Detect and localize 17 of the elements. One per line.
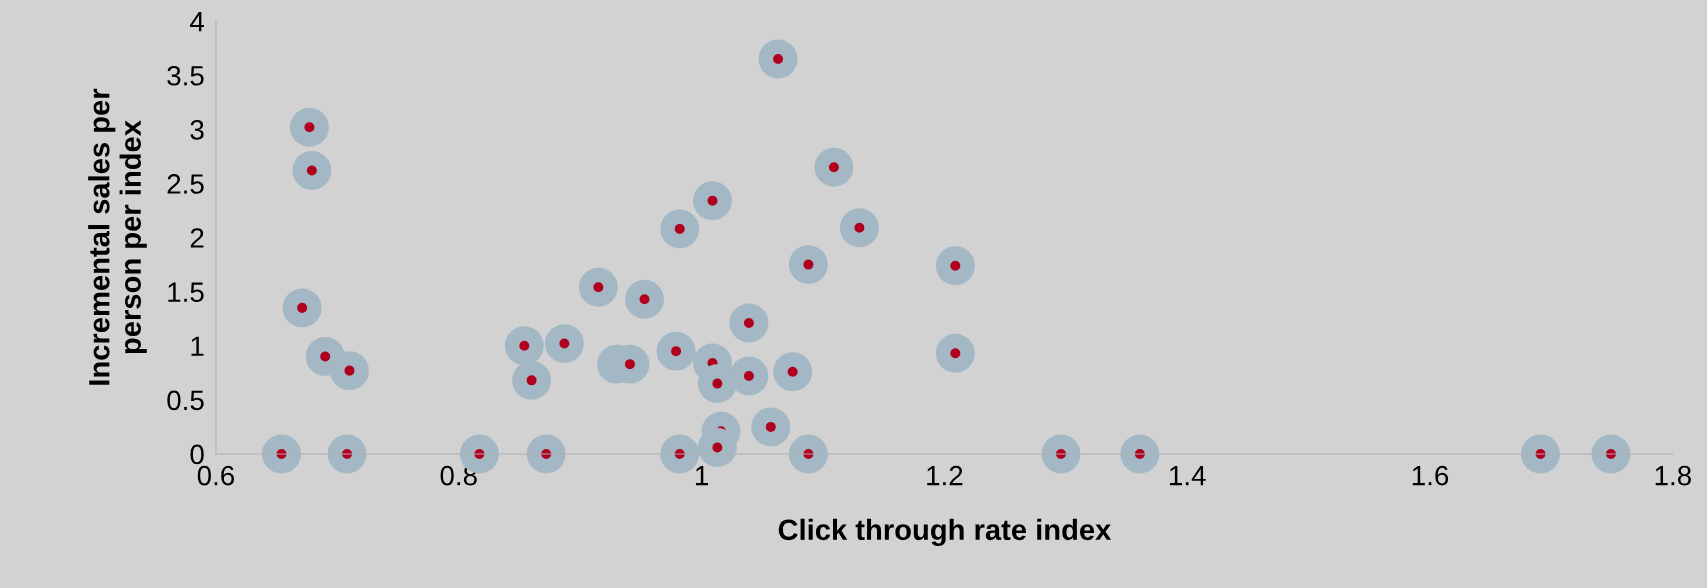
y-tick-label: 2.5 [167,174,204,194]
y-tick-label: 4 [190,12,205,32]
y-tick-label: 1.5 [168,282,204,302]
y-tick-label: 1 [191,336,204,356]
x-tick-label: 1 [695,466,708,486]
y-tick-label: 3.5 [167,65,204,86]
y-axis-title: Incremental sales per person per index [88,88,147,385]
x-tick-label: 1.4 [1170,466,1206,486]
x-tick-label: 1.2 [927,465,963,486]
y-tick-label: 0.5 [167,390,204,411]
y-tick-label: 0 [190,444,204,465]
x-tick-label: 1.8 [1655,465,1691,486]
x-tick-label: 1.6 [1412,465,1449,486]
y-tick-label: 3 [190,120,204,140]
x-axis-title: Click through rate index [778,518,1112,547]
x-tick-label: 0.6 [197,465,235,486]
y-tick-label: 2 [190,228,204,248]
